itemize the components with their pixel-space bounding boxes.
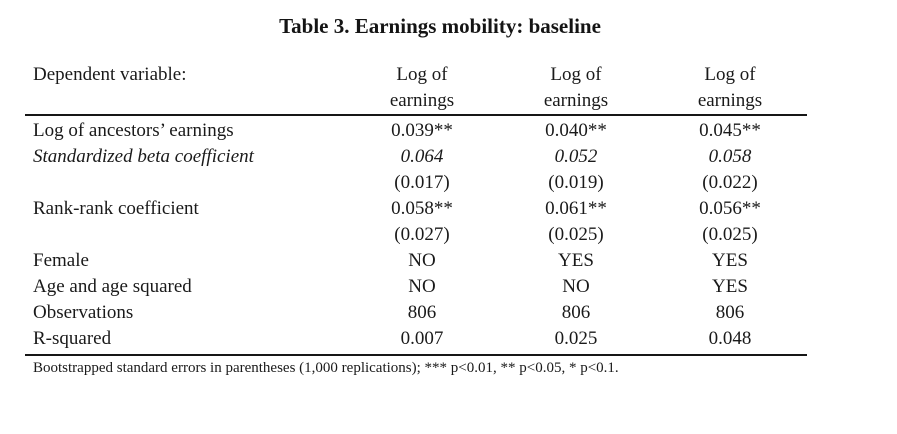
cell-value: YES <box>712 250 748 271</box>
row-label: R-squared <box>25 326 345 356</box>
table-row-standardized-beta: Standardized beta coefficient 0.064 0.05… <box>25 144 807 170</box>
header-dependent-variable: Dependent variable: <box>25 62 345 116</box>
cell-value: 0.025 <box>499 326 653 356</box>
cell-value: 0.045** <box>699 120 761 141</box>
table-row-rank-std-errors: (0.027) (0.025) (0.025) <box>25 222 807 248</box>
cell-value: (0.017) <box>394 172 450 193</box>
table-row-observations: Observations 806 806 806 <box>25 300 807 326</box>
header-col-1-label: Log of earnings <box>389 64 455 111</box>
table-row-log-ancestors-earnings: Log of ancestors’ earnings 0.039** 0.040… <box>25 115 807 144</box>
cell-value: (0.019) <box>548 172 604 193</box>
cell-value: 0.039** <box>391 120 453 141</box>
cell-value: 0.048 <box>653 326 807 356</box>
cell-value: 0.052 <box>554 146 598 167</box>
header-col-2-label: Log of earnings <box>543 64 609 111</box>
cell-value: (0.027) <box>394 224 450 245</box>
row-label: Standardized beta coefficient <box>33 146 254 167</box>
cell-value: 0.056** <box>699 198 761 219</box>
cell-value: 0.064 <box>400 146 444 167</box>
header-col-3-label: Log of earnings <box>697 64 763 111</box>
row-label: Rank-rank coefficient <box>33 198 199 219</box>
paper-page: Table 3. Earnings mobility: baseline Dep… <box>0 13 897 434</box>
header-col-1: Log of earnings <box>345 62 499 116</box>
cell-value: 0.058** <box>391 198 453 219</box>
cell-value: YES <box>712 276 748 297</box>
cell-value: 0.058 <box>708 146 752 167</box>
row-label: Age and age squared <box>33 276 192 297</box>
header-col-2: Log of earnings <box>499 62 653 116</box>
header-col-3: Log of earnings <box>653 62 807 116</box>
table-row-female: Female NO YES YES <box>25 248 807 274</box>
row-label <box>25 170 345 196</box>
table-row-r-squared: R-squared 0.007 0.025 0.048 <box>25 326 807 356</box>
cell-value: 806 <box>715 302 745 323</box>
cell-value: NO <box>408 276 436 297</box>
row-label: Observations <box>33 302 134 323</box>
cell-value: (0.022) <box>702 172 758 193</box>
cell-value: 0.007 <box>345 326 499 356</box>
row-label: Log of ancestors’ earnings <box>33 120 234 141</box>
cell-value: (0.025) <box>548 224 604 245</box>
table-row-age-and-age-squared: Age and age squared NO NO YES <box>25 274 807 300</box>
cell-value: NO <box>408 250 436 271</box>
header-row: Dependent variable: Log of earnings Log … <box>25 62 807 116</box>
table-footnote: Bootstrapped standard errors in parenthe… <box>33 360 619 376</box>
cell-value: 0.040** <box>545 120 607 141</box>
row-label: Female <box>33 250 89 271</box>
cell-value: NO <box>562 276 590 297</box>
table-title: Table 3. Earnings mobility: baseline <box>279 14 601 38</box>
table-row-rank-rank-coefficient: Rank-rank coefficient 0.058** 0.061** 0.… <box>25 196 807 222</box>
cell-value: YES <box>558 250 594 271</box>
cell-value: 0.061** <box>545 198 607 219</box>
cell-value: (0.025) <box>702 224 758 245</box>
regression-table: Dependent variable: Log of earnings Log … <box>25 62 807 356</box>
row-label <box>25 222 345 248</box>
cell-value: 806 <box>561 302 591 323</box>
cell-value: 806 <box>407 302 437 323</box>
table-row-beta-std-errors: (0.017) (0.019) (0.022) <box>25 170 807 196</box>
